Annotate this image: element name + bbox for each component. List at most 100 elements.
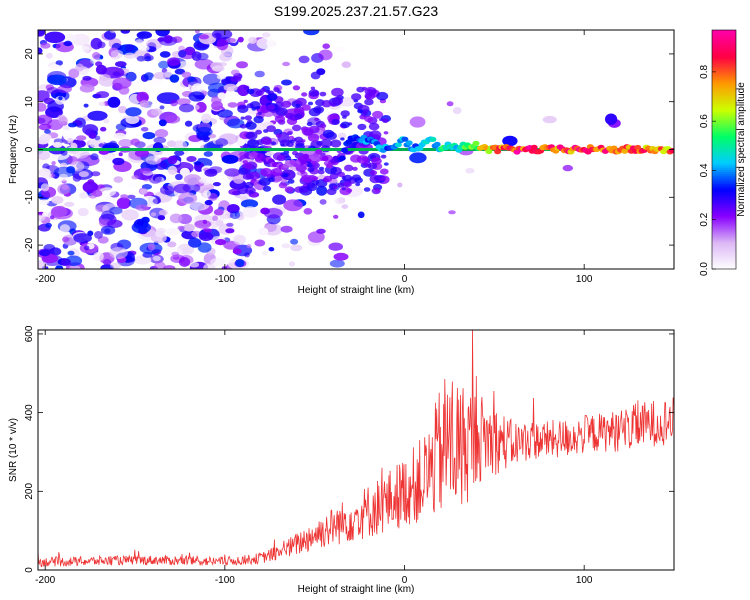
spectrogram-cell — [120, 194, 129, 199]
spectrogram-cell — [63, 41, 73, 46]
spectrogram-x-axis: -200 -100 0 100 — [35, 30, 593, 285]
spectrogram-cell — [225, 37, 236, 44]
spectrogram-cell — [542, 115, 557, 124]
colorbar-tick-label: 0.6 — [699, 114, 710, 128]
spectrogram-cell — [38, 150, 51, 161]
spectrogram-cell — [292, 85, 301, 91]
spectrogram-cell — [369, 174, 382, 184]
spectrogram-cell — [211, 30, 233, 40]
spectrogram-cell — [44, 31, 66, 43]
spectrogram-cell — [38, 102, 47, 112]
spectrogram-y-axis: -20 -10 0 10 20 — [24, 48, 674, 252]
spectrogram-cell — [340, 137, 345, 141]
spectrogram-cell — [107, 96, 121, 108]
spectrogram-cell — [167, 241, 177, 248]
spectrogram-cell — [125, 115, 140, 125]
spectrogram-cell — [38, 114, 53, 125]
snr-y-axis: 0 200 400 600 — [24, 325, 674, 573]
spectrogram-cell — [178, 50, 187, 58]
spectrogram-cell — [364, 98, 374, 106]
spectrogram-cell — [371, 157, 382, 165]
spectrogram-cell — [448, 210, 456, 215]
spectrogram-cell — [139, 188, 148, 195]
spectrogram-cell — [263, 223, 283, 236]
spectrogram-cell — [262, 185, 272, 192]
spectrogram-cell — [191, 51, 202, 61]
spectrogram-cell — [344, 164, 354, 172]
colorbar-tick-label: 0.0 — [699, 262, 710, 276]
spectrogram-cell — [179, 167, 190, 177]
spectrogram-y-label: Frequency (Hz) — [8, 115, 19, 184]
spectrogram-cell — [465, 167, 475, 174]
spectrogram-cell — [342, 174, 353, 182]
spectrogram-ridge-point — [315, 149, 323, 155]
spectrogram-cell — [58, 116, 68, 125]
spectrogram-cell — [281, 100, 292, 108]
spectrogram-cell — [254, 239, 266, 247]
spectrogram-cell — [244, 168, 251, 174]
spectrogram-cell — [95, 64, 107, 75]
spectrogram-cell — [240, 199, 259, 209]
spectrogram-cell — [290, 244, 303, 252]
spectrogram-cell — [55, 265, 64, 269]
spectrogram-cell — [203, 228, 212, 233]
colorbar-ticks: 0.0 0.2 0.4 0.6 0.8 — [699, 64, 716, 276]
spectrogram-cell — [316, 228, 326, 234]
spectrogram-y-tick-label: 10 — [24, 96, 35, 108]
spectrogram-cell — [226, 222, 234, 227]
spectrogram-cell — [150, 108, 163, 116]
spectrogram-cell — [319, 123, 327, 129]
spectrogram-cell — [374, 189, 380, 193]
spectrogram-cell — [322, 43, 331, 49]
spectrogram-cell — [212, 215, 219, 221]
spectrogram-cell — [167, 155, 178, 165]
spectrogram-cell — [502, 135, 518, 147]
spectrogram-cell — [49, 64, 61, 71]
spectrogram-cell — [178, 192, 198, 205]
chart-title: S199.2025.237.21.57.G23 — [274, 3, 438, 19]
spectrogram-cell — [147, 243, 156, 251]
spectrogram-cell — [357, 211, 365, 219]
spectrogram-cell — [98, 143, 105, 148]
spectrogram-cell — [316, 185, 328, 196]
spectrogram-cell — [134, 149, 150, 158]
spectrogram-cell — [51, 161, 56, 166]
spectrogram-cell — [57, 85, 72, 93]
spectrogram-cell — [53, 166, 76, 178]
spectrogram-cell — [38, 214, 46, 222]
spectrogram-cell — [101, 210, 115, 222]
spectrogram-cell — [92, 190, 103, 197]
snr-x-tick-label: -100 — [215, 575, 235, 586]
spectrogram-cell — [243, 85, 250, 90]
spectrogram-cell — [260, 167, 273, 177]
spectrogram-cell — [289, 261, 295, 267]
spectrogram-cell — [99, 74, 111, 81]
spectrogram-cell — [355, 182, 361, 187]
spectrogram-cell — [240, 116, 245, 120]
spectrogram-cell — [195, 126, 213, 137]
spectrogram-cell — [75, 63, 84, 72]
spectrogram-cell — [188, 237, 202, 248]
spectrogram-cell — [221, 154, 239, 164]
spectrogram-cell — [268, 247, 275, 252]
spectrogram-cell — [125, 107, 142, 117]
colorbar-frame — [711, 29, 737, 270]
spectrogram-cell — [163, 265, 176, 269]
spectrogram-cell — [127, 194, 136, 199]
spectrogram-cell — [82, 181, 99, 193]
spectrogram-cell — [46, 87, 59, 95]
spectrogram-cell — [136, 55, 146, 62]
spectrogram-cell — [283, 199, 303, 212]
spectrogram-cell — [310, 71, 321, 80]
spectrogram-cell — [239, 124, 247, 129]
spectrogram-cell — [60, 258, 71, 267]
spectrogram-cell — [78, 192, 89, 199]
spectrogram-cell — [38, 90, 50, 102]
spectrogram-cell — [352, 166, 358, 171]
spectrogram-cell — [189, 261, 200, 268]
spectrogram-cell — [153, 261, 166, 269]
spectrogram-ridge-point — [405, 140, 413, 146]
spectrogram-cell — [57, 183, 71, 195]
spectrogram-cell — [40, 42, 51, 49]
spectrogram-cell — [152, 255, 161, 262]
